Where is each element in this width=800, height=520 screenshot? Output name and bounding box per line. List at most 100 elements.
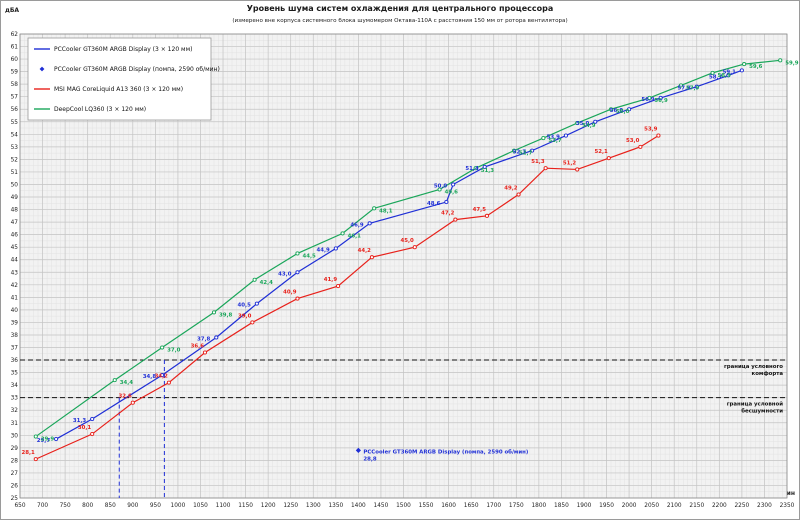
threshold-label: комфорта [752,370,784,377]
data-label: 56,9 [654,98,668,104]
data-label: 55,0 [576,121,590,127]
y-tick-label: 38 [11,333,19,339]
data-point [130,400,135,405]
data-point [252,277,257,282]
data-label: 29,7 [37,438,51,444]
data-point [33,434,38,439]
data-point [742,62,747,67]
x-tick-label: 1050 [193,503,208,509]
data-point [739,68,744,73]
x-tick-label: 2250 [734,503,749,509]
grid [19,33,788,499]
data-label: 56,9 [641,97,655,103]
data-label: 37,8 [197,336,211,342]
y-axis-label: дБА [5,7,19,14]
data-point [367,221,372,226]
x-tick-label: 1500 [396,503,411,509]
x-tick-label: 1250 [283,503,298,509]
data-label: 42,4 [260,280,274,286]
data-label: 51,2 [563,160,577,166]
data-point [484,213,490,218]
data-point [530,148,535,153]
data-label: 56,0 [610,108,624,114]
legend-box [27,37,212,121]
data-label: 57,8 [677,86,691,92]
y-tick-label: 33 [11,396,19,402]
x-tick-label: 1850 [554,503,569,509]
data-label: 47,5 [473,207,487,213]
x-tick-label: 2050 [644,503,659,509]
data-point [295,296,300,301]
x-tick-label: 2000 [622,503,637,509]
data-point [336,284,341,289]
y-tick-label: 59 [11,70,19,76]
data-point [606,156,611,161]
data-label: 41,9 [324,277,338,283]
data-point [678,83,684,88]
data-label: 59,6 [749,64,763,70]
y-tick-label: 27 [11,471,19,477]
y-tick-label: 32 [11,408,19,414]
y-tick-label: 56 [11,107,19,113]
x-tick-label: 1350 [328,503,343,509]
legend: PCCooler GT360M ARGB Display (3 × 120 мм… [27,37,220,121]
data-point [473,166,478,171]
data-label: 48,6 [427,201,441,207]
data-point [202,350,208,355]
data-point [372,206,377,211]
data-label: 30,1 [78,425,92,431]
x-tick-label: 800 [82,503,93,509]
data-point [333,246,338,251]
data-point [166,380,171,385]
data-label: 53,9 [644,127,658,133]
x-tick-label: 1450 [374,503,389,509]
data-label: 58,7 [709,74,723,80]
data-label: 51,3 [531,159,545,165]
data-label: 51,4 [465,166,479,172]
data-label: 28,1 [21,450,35,456]
data-label: 37,0 [167,348,181,354]
data-point [541,136,546,141]
y-tick-label: 26 [11,483,19,489]
y-tick-label: 54 [11,132,19,138]
data-point [656,133,661,138]
x-tick-label: 1950 [599,503,614,509]
data-label: 46,1 [348,233,362,239]
y-tick-label: 45 [11,245,19,251]
data-point [453,217,458,222]
data-point [33,457,38,462]
data-point [647,95,652,101]
data-point [451,182,456,187]
x-tick-label: 950 [150,503,161,509]
data-label: 32,6 [118,394,132,400]
x-tick-label: 2350 [780,503,795,509]
axis-ticks: 650 700 750 800 850 900 950 1000 1050 1100 1150 120… [11,32,795,509]
y-tick-label: 52 [11,157,19,163]
data-label: 57,9 [686,85,700,91]
data-label: 53,0 [626,138,640,144]
y-tick-label: 48 [11,208,19,214]
data-point [369,255,374,260]
y-tick-label: 49 [11,195,19,201]
data-point [608,107,614,112]
y-tick-label: 31 [11,421,19,427]
data-point [355,447,361,453]
chart-subtitle: (измерено вне корпуса системного блока ш… [232,18,567,24]
data-label: 48,1 [379,208,393,214]
legend-label: DeepCool LQ360 (3 × 120 мм) [54,106,146,113]
y-tick-label: 55 [11,120,19,126]
y-tick-label: 39 [11,320,19,326]
y-tick-label: 29 [11,446,19,452]
data-label: 44,9 [317,247,331,253]
data-label: 58,9 [718,73,732,79]
legend-label: MSI MAG CoreLiquid A13 360 (3 × 120 мм) [54,86,183,93]
data-point [54,437,59,442]
x-tick-label: 1700 [486,503,501,509]
y-tick-label: 43 [11,270,19,276]
x-tick-label: 1800 [531,503,546,509]
x-tick-label: 2150 [689,503,704,509]
y-tick-label: 57 [11,95,19,101]
x-tick-label: 2100 [667,503,682,509]
data-point [543,166,548,171]
data-label: 47,2 [441,211,455,217]
